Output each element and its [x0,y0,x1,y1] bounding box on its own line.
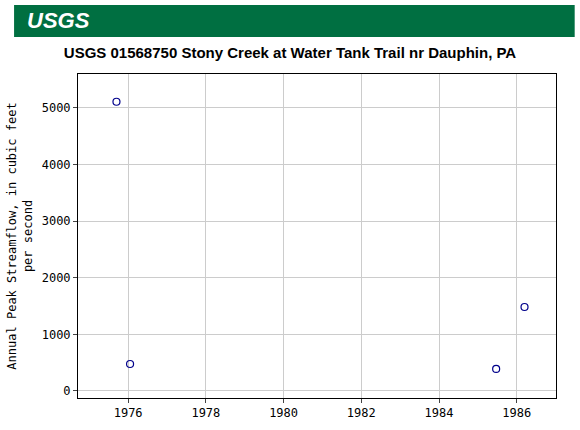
svg-text:1976: 1976 [114,406,143,420]
svg-text:USGS: USGS [27,8,90,33]
svg-text:1978: 1978 [191,406,220,420]
svg-text:1986: 1986 [502,406,531,420]
svg-text:2000: 2000 [42,271,71,285]
svg-text:Annual Peak Streamflow, in cub: Annual Peak Streamflow, in cubic feetper… [5,102,35,369]
svg-text:5000: 5000 [42,101,71,115]
svg-text:1982: 1982 [347,406,376,420]
svg-text:USGS 01568750 Stony Creek at W: USGS 01568750 Stony Creek at Water Tank … [64,44,517,61]
svg-text:1980: 1980 [269,406,298,420]
svg-text:1000: 1000 [42,328,71,342]
svg-text:3000: 3000 [42,214,71,228]
svg-text:4000: 4000 [42,158,71,172]
svg-text:0: 0 [63,384,70,398]
svg-text:1984: 1984 [425,406,454,420]
